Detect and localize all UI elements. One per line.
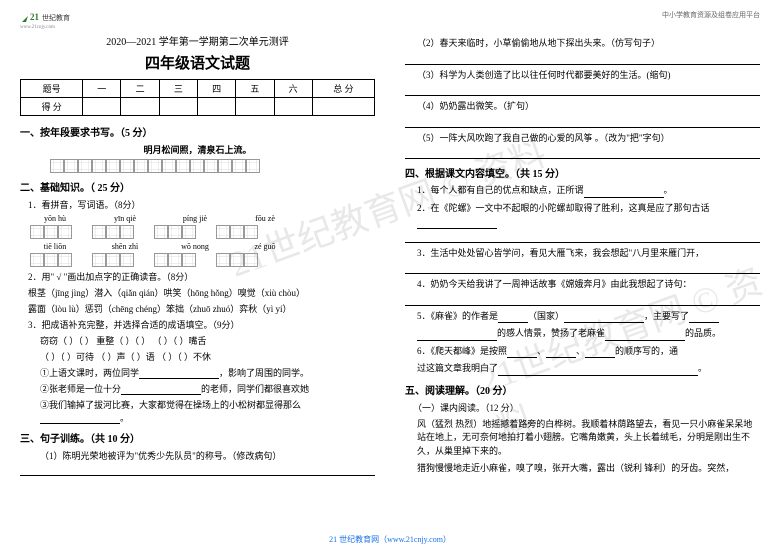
svg-text:世纪教育: 世纪教育 bbox=[42, 13, 70, 22]
fill-q4: 4．奶奶今天给我讲了一周神话故事《嫦娥奔月》由此我想起了诗句： bbox=[405, 278, 760, 292]
idiom-line1: 窃窃（ ）（ ） 重整（ ）（ ） （ ）（ ）嘴舌 bbox=[28, 334, 375, 347]
answer-line bbox=[405, 149, 760, 159]
score-table: 题号 一 二 三 四 五 六 总 分 得 分 bbox=[20, 79, 375, 116]
fill-q5: 5．《麻雀》的作者是（国家），主要写了 bbox=[405, 310, 760, 324]
section-2-title: 二、基础知识。（ 25 分） bbox=[20, 179, 375, 194]
question-3-title: 3．把成语补充完整，并选择合适的成语填空。（9分） bbox=[28, 318, 375, 331]
table-header: 三 bbox=[159, 80, 197, 98]
table-cell bbox=[197, 98, 235, 116]
char-grid-row bbox=[30, 253, 375, 267]
answer-line bbox=[405, 55, 760, 65]
header-logo: 21 世纪教育 www.21cnjy.com bbox=[20, 10, 80, 32]
answer-line bbox=[20, 466, 375, 476]
sentence-q3: （3）科学为人类创造了比以往任何时代都要美好的生活。(缩句) bbox=[405, 69, 760, 83]
table-header: 题号 bbox=[21, 80, 83, 98]
exam-title: 四年级语文试题 bbox=[20, 52, 375, 73]
pinyin-label: píng jiè bbox=[170, 214, 220, 223]
pinyin-label: zé guō bbox=[240, 242, 290, 251]
pinyin-row: yōn hù yīn qiè píng jiè fōu zè bbox=[30, 214, 375, 223]
sentence-q2: （2）春天来临时，小草偷偷地从地下探出头来。（仿写句子） bbox=[405, 37, 760, 51]
fill-q5-line2: 的感人情景，赞扬了老麻雀的品质。 bbox=[405, 327, 760, 341]
table-cell bbox=[274, 98, 312, 116]
fill-q3: 3．生活中处处留心皆学问，看见大雁飞来，我会想起"八月里来雁门开， bbox=[405, 247, 760, 261]
sentence-q1: （1）陈明光荣地被评为"优秀少先队员"的称号。（修改病句） bbox=[28, 449, 375, 462]
reading-p1: 风（猛烈 热烈）地摇撼着路旁的白桦树。我顺着林荫路望去，看见一只小麻雀呆呆地站在… bbox=[405, 418, 760, 459]
table-cell bbox=[83, 98, 121, 116]
svg-text:www.21cnjy.com: www.21cnjy.com bbox=[20, 25, 55, 30]
table-cell bbox=[312, 98, 374, 116]
table-header: 一 bbox=[83, 80, 121, 98]
table-header: 二 bbox=[121, 80, 159, 98]
sentence-q5: （5）一阵大风吹跑了我自己做的心爱的风筝 。（改为"把"字句） bbox=[405, 132, 760, 146]
section-1-title: 一、按年段要求书写。（5 分） bbox=[20, 124, 375, 139]
fill-sentence-2: ②张老师是一位十分的老师，同学们都很喜欢她 bbox=[28, 382, 375, 395]
table-cell bbox=[236, 98, 274, 116]
fill-q1: 1．每个人都有自己的优点和缺点，正所谓。 bbox=[405, 184, 760, 198]
pinyin-label: tiē liōn bbox=[30, 242, 80, 251]
pinyin-label: yīn qiè bbox=[100, 214, 150, 223]
writing-grid bbox=[50, 159, 375, 173]
table-cell bbox=[159, 98, 197, 116]
table-header: 五 bbox=[236, 80, 274, 98]
header-platform-text: 中小学教育资源及组卷应用平台 bbox=[662, 10, 760, 20]
idiom-line2: （ ）（ ）可待 （ ）声（ ）语 （ ）（ ）不休 bbox=[28, 350, 375, 363]
question-2-line2: 露面（lòu lù）惩罚（chēng chéng）笨拙（zhuō zhuó）弈秋… bbox=[28, 302, 375, 315]
svg-text:21: 21 bbox=[30, 12, 40, 22]
pinyin-label: fōu zè bbox=[240, 214, 290, 223]
right-column: （2）春天来临时，小草偷偷地从地下探出头来。（仿写句子） （3）科学为人类创造了… bbox=[405, 33, 760, 480]
left-column: 2020—2021 学年第一学期第二次单元测评 四年级语文试题 题号 一 二 三… bbox=[20, 33, 375, 480]
table-header: 四 bbox=[197, 80, 235, 98]
table-cell: 得 分 bbox=[21, 98, 83, 116]
sentence-q4: （4）奶奶露出微笑。（扩句） bbox=[405, 100, 760, 114]
table-header: 六 bbox=[274, 80, 312, 98]
table-cell bbox=[121, 98, 159, 116]
reading-p2: 猎狗慢慢地走近小麻雀，嗅了嗅，张开大嘴，露出（锐利 锋利）的牙齿。突然， bbox=[405, 462, 760, 476]
answer-line bbox=[405, 296, 760, 306]
answer-line bbox=[405, 264, 760, 274]
pinyin-label: shēn zhì bbox=[100, 242, 150, 251]
question-2-line1: 根茎（jīng jìng）潜入（qiǎn qián）哄笑（hōng hǒng）嗅… bbox=[28, 286, 375, 299]
fill-q2: 2．在《陀螺》一文中不起眼的小陀螺却取得了胜利，这真是应了那句古话 bbox=[405, 202, 760, 229]
calligraphy-text: 明月松间照，清泉石上流。 bbox=[20, 143, 375, 156]
question-1-title: 1．看拼音，写词语。（8分） bbox=[28, 198, 375, 211]
reading-sub: （一）课内阅读。（12 分） bbox=[413, 401, 760, 414]
fill-q6-line2: 过这篇文章我明白了。 bbox=[405, 362, 760, 376]
pinyin-label: yōn hù bbox=[30, 214, 80, 223]
answer-line bbox=[405, 86, 760, 96]
answer-line bbox=[405, 233, 760, 243]
fill-q6: 6．《爬天都峰》是按照、、的顺序写的，通 bbox=[405, 345, 760, 359]
char-grid-row bbox=[30, 225, 375, 239]
fill-sentence-3: ③我们输掉了拔河比赛，大家都觉得在操场上的小松树都显得那么。 bbox=[28, 398, 375, 424]
footer-text: 21 世纪教育网（www.21cnjy.com） bbox=[329, 534, 451, 545]
pinyin-label: wō nong bbox=[170, 242, 220, 251]
pinyin-row: tiē liōn shēn zhì wō nong zé guō bbox=[30, 242, 375, 251]
question-2-title: 2．用" √ "画出加点字的正确读音。（8分） bbox=[28, 270, 375, 283]
answer-line bbox=[405, 118, 760, 128]
table-header: 总 分 bbox=[312, 80, 374, 98]
section-4-title: 四、根据课文内容填空。（共 15 分） bbox=[405, 165, 760, 180]
fill-sentence-1: ①上语文课时，两位同学，影响了周围的同学。 bbox=[28, 366, 375, 379]
exam-subtitle: 2020—2021 学年第一学期第二次单元测评 bbox=[20, 33, 375, 48]
section-3-title: 三、句子训练。（共 10 分） bbox=[20, 430, 375, 445]
section-5-title: 五、阅读理解。（20 分） bbox=[405, 382, 760, 397]
